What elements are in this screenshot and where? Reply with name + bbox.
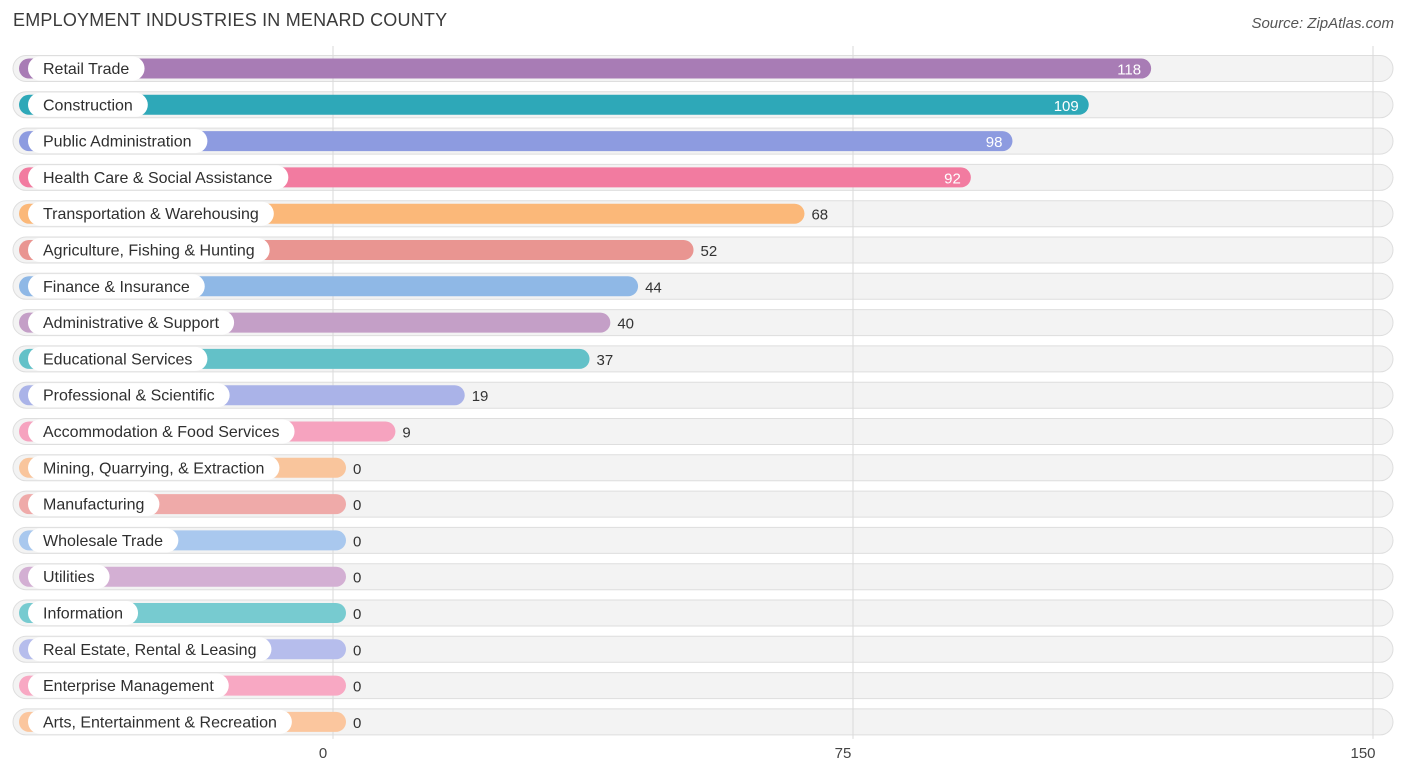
bar-group: Health Care & Social Assistance 92: [19, 165, 971, 190]
value-label: 19: [472, 388, 489, 405]
category-label: Wholesale Trade: [43, 533, 163, 550]
category-label: Professional & Scientific: [43, 388, 215, 405]
category-label-pill: [28, 383, 230, 408]
bar-group: Manufacturing 0: [19, 492, 361, 517]
bar-group: Agriculture, Fishing & Hunting 52: [19, 238, 717, 262]
source-credit: Source: ZipAtlas.com: [1251, 15, 1394, 32]
bar-group: Enterprise Management 0: [19, 673, 361, 698]
bar-group: Real Estate, Rental & Leasing 0: [19, 637, 361, 662]
category-label-pill: [28, 238, 270, 262]
bar-group: Public Administration 98: [19, 129, 1013, 154]
value-label: 9: [402, 425, 410, 442]
category-label: Information: [43, 606, 123, 623]
value-label: 0: [353, 679, 361, 696]
bar-group: Finance & Insurance 44: [19, 274, 662, 299]
value-label: 98: [986, 134, 1003, 151]
value-label: 0: [353, 533, 361, 550]
category-label-pill: [28, 201, 274, 226]
category-label-pill: [28, 601, 139, 625]
category-label: Arts, Entertainment & Recreation: [43, 714, 277, 731]
category-label-pill: [28, 346, 208, 371]
category-label-pill: [28, 709, 292, 734]
row-track: [12, 708, 1394, 736]
category-label-pill: [28, 274, 205, 299]
bar-group: Administrative & Support 40: [19, 310, 634, 335]
bar-group: Construction 109: [19, 92, 1089, 117]
category-label-pill: [28, 56, 145, 81]
x-tick-label: 75: [835, 745, 852, 762]
x-tick-label: 150: [1350, 745, 1375, 762]
bar: [19, 94, 1089, 115]
value-label: 37: [597, 352, 614, 369]
row-track: [12, 526, 1394, 554]
bar: [19, 131, 1013, 152]
category-label: Mining, Quarrying, & Extraction: [43, 460, 264, 477]
category-label-pill: [28, 528, 179, 553]
bar-group: Information 0: [19, 601, 361, 625]
value-label: 0: [353, 497, 361, 514]
category-label: Transportation & Warehousing: [43, 206, 259, 223]
bar: [19, 58, 1152, 79]
category-label-pill: [28, 419, 295, 444]
category-label: Enterprise Management: [43, 678, 214, 695]
value-label: 109: [1054, 98, 1079, 115]
category-label: Accommodation & Food Services: [43, 424, 280, 441]
row-track: [12, 599, 1394, 627]
category-label: Utilities: [43, 569, 95, 586]
category-label-pill: [28, 637, 272, 662]
bar-group: Wholesale Trade 0: [19, 528, 361, 553]
row-track: [12, 635, 1394, 663]
category-label: Public Administration: [43, 134, 192, 151]
category-label-pill: [28, 92, 148, 117]
category-label: Manufacturing: [43, 497, 144, 514]
category-label: Educational Services: [43, 351, 192, 368]
bar-group: Transportation & Warehousing 68: [19, 201, 828, 226]
row-track: [12, 563, 1394, 591]
category-label: Health Care & Social Assistance: [43, 170, 273, 187]
value-label: 0: [353, 570, 361, 587]
bar-group: Arts, Entertainment & Recreation 0: [19, 709, 361, 734]
category-label: Administrative & Support: [43, 315, 220, 332]
category-label: Agriculture, Fishing & Hunting: [43, 243, 255, 260]
value-label: 68: [811, 207, 828, 224]
row-track: [12, 454, 1394, 482]
value-label: 44: [645, 279, 662, 296]
category-label: Construction: [43, 97, 133, 114]
bar-group: Professional & Scientific 19: [19, 383, 489, 408]
value-label: 92: [944, 170, 961, 187]
value-label: 118: [1117, 62, 1141, 79]
value-label: 0: [353, 461, 361, 478]
bar-group: Utilities 0: [19, 564, 361, 589]
category-label-pill: [28, 165, 289, 190]
category-label-pill: [28, 455, 280, 480]
bar-group: Educational Services 37: [19, 346, 614, 371]
category-label-pill: [28, 673, 229, 698]
value-label: 0: [353, 715, 361, 732]
bar-group: Retail Trade 118: [19, 56, 1152, 81]
value-label: 0: [353, 606, 361, 623]
category-label-pill: [28, 310, 235, 335]
bar-group: Accommodation & Food Services 9: [19, 419, 411, 444]
value-label: 52: [701, 243, 718, 260]
row-track: [12, 672, 1394, 700]
category-label-pill: [28, 492, 160, 517]
bar-group: Mining, Quarrying, & Extraction 0: [19, 455, 361, 480]
category-label-pill: [28, 564, 110, 589]
value-label: 0: [353, 642, 361, 659]
chart-title: EMPLOYMENT INDUSTRIES IN MENARD COUNTY: [13, 10, 448, 30]
category-label: Finance & Insurance: [43, 279, 190, 296]
category-label: Real Estate, Rental & Leasing: [43, 642, 256, 659]
x-tick-label: 0: [319, 745, 327, 762]
value-label: 40: [617, 316, 634, 333]
row-track: [12, 490, 1394, 518]
category-label-pill: [28, 129, 208, 154]
category-label: Retail Trade: [43, 61, 129, 78]
